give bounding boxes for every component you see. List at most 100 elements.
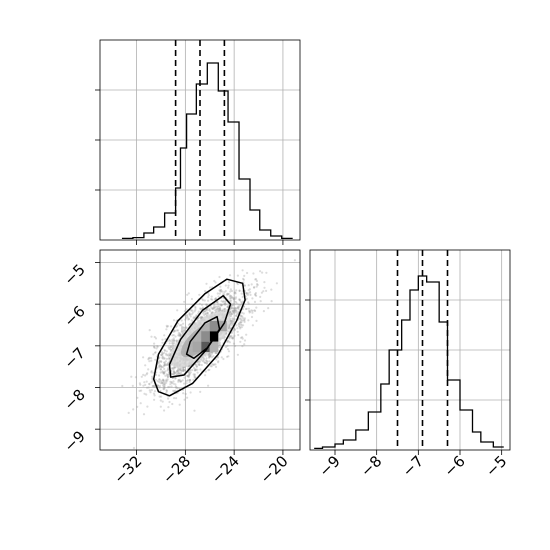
- joint-scatter-point: [238, 322, 241, 325]
- joint-scatter-point: [182, 368, 185, 371]
- joint-scatter-point: [232, 310, 235, 314]
- joint-scatter-point: [173, 397, 176, 400]
- joint-scatter-point: [220, 303, 223, 306]
- joint-scatter-point: [159, 399, 162, 402]
- joint-scatter-point: [174, 330, 177, 333]
- joint-scatter-point: [204, 370, 207, 373]
- joint-scatter-point: [162, 372, 165, 375]
- joint-scatter-point: [142, 356, 145, 359]
- joint-scatter-point: [153, 394, 156, 397]
- joint-scatter-point: [179, 380, 182, 383]
- joint-scatter-point: [175, 386, 178, 389]
- joint-scatter-point: [222, 293, 225, 296]
- joint-scatter-point: [186, 379, 189, 382]
- joint-scatter-point: [214, 297, 218, 300]
- joint-scatter-point: [165, 324, 168, 327]
- joint-scatter-point: [218, 309, 221, 312]
- joint-scatter-point: [164, 352, 168, 355]
- joint-scatter-point: [189, 371, 192, 374]
- joint-scatter-point: [151, 385, 154, 388]
- right-x-tick-label: −7: [399, 452, 427, 480]
- joint-scatter-point: [159, 405, 162, 408]
- joint-scatter-point: [259, 270, 262, 273]
- joint-scatter-point: [231, 312, 234, 315]
- joint-scatter-point: [187, 374, 190, 378]
- joint-scatter-point: [233, 318, 236, 321]
- joint-scatter-point: [153, 342, 156, 345]
- joint-scatter-point: [230, 307, 233, 310]
- joint-scatter-point: [238, 298, 241, 301]
- joint-scatter-point: [224, 303, 227, 306]
- joint-scatter-point: [193, 375, 196, 378]
- joint-scatter-point: [161, 400, 164, 403]
- joint-scatter-point: [175, 386, 178, 389]
- joint-scatter-panel: −32 −28 −24 −20 −5 −6 −7 −8 −9: [60, 249, 301, 487]
- joint-scatter-point: [249, 293, 252, 296]
- joint-scatter-point: [186, 374, 189, 377]
- joint-scatter-point: [210, 352, 214, 355]
- joint-scatter-point: [218, 309, 221, 312]
- joint-scatter-point: [219, 288, 222, 291]
- joint-scatter-point: [148, 329, 151, 332]
- joint-density-cell: [201, 341, 210, 353]
- joint-scatter-point: [267, 307, 270, 310]
- joint-scatter-point: [235, 314, 238, 318]
- joint-scatter-point: [230, 334, 233, 337]
- joint-scatter-point: [167, 373, 170, 377]
- joint-scatter-point: [161, 381, 164, 385]
- joint-scatter-point: [265, 271, 268, 274]
- joint-scatter-point: [243, 274, 246, 277]
- joint-scatter-point: [246, 271, 249, 275]
- joint-scatter-point: [241, 319, 244, 322]
- joint-scatter-point: [179, 367, 182, 371]
- joint-scatter-point: [160, 365, 163, 368]
- joint-scatter-point: [239, 340, 242, 343]
- joint-scatter-point: [207, 384, 210, 387]
- joint-scatter-point: [224, 303, 227, 306]
- joint-scatter-point: [130, 375, 133, 378]
- joint-scatter-y-ticks: −5 −6 −7 −8 −9: [60, 261, 100, 456]
- joint-scatter-point: [227, 284, 230, 287]
- joint-scatter-point: [177, 379, 180, 382]
- joint-scatter-point: [212, 306, 215, 309]
- joint-scatter-point: [164, 360, 167, 363]
- joint-scatter-point: [217, 361, 220, 364]
- joint-scatter-point: [158, 378, 161, 381]
- joint-scatter-point: [170, 348, 173, 351]
- joint-scatter-point: [160, 381, 164, 384]
- joint-scatter-point: [232, 311, 235, 314]
- joint-scatter-point: [253, 309, 256, 312]
- joint-scatter-point: [233, 291, 236, 294]
- joint-scatter-point: [202, 360, 205, 363]
- joint-scatter-point: [153, 384, 156, 387]
- joint-scatter-point: [150, 370, 153, 373]
- joint-y-tick-label: −7: [60, 344, 88, 372]
- joint-scatter-point: [219, 303, 222, 306]
- joint-scatter-point: [163, 361, 166, 364]
- joint-scatter-point: [195, 365, 198, 368]
- joint-scatter-point: [163, 367, 166, 371]
- joint-scatter-point: [252, 286, 256, 289]
- joint-scatter-point: [236, 313, 239, 316]
- joint-scatter-point: [223, 337, 226, 340]
- joint-scatter-point: [234, 291, 237, 294]
- joint-scatter-point: [243, 284, 246, 287]
- joint-scatter-point: [175, 372, 178, 375]
- joint-scatter-point: [220, 303, 223, 306]
- joint-scatter-point: [209, 365, 212, 368]
- joint-scatter-point: [184, 314, 187, 317]
- joint-scatter-point: [166, 374, 169, 377]
- joint-scatter-point: [253, 300, 257, 303]
- right-histogram-grid: [310, 250, 510, 450]
- joint-scatter-point: [165, 357, 168, 360]
- joint-contour-middle: [168, 295, 232, 378]
- joint-scatter-point: [174, 376, 177, 380]
- joint-scatter-point: [242, 317, 245, 320]
- joint-scatter-point: [179, 333, 182, 336]
- joint-contour-outer: [152, 278, 246, 397]
- joint-scatter-point: [163, 349, 166, 352]
- joint-scatter-point: [230, 321, 233, 324]
- joint-scatter-point: [136, 405, 139, 408]
- joint-scatter-point: [211, 307, 215, 310]
- joint-scatter-point: [148, 360, 151, 363]
